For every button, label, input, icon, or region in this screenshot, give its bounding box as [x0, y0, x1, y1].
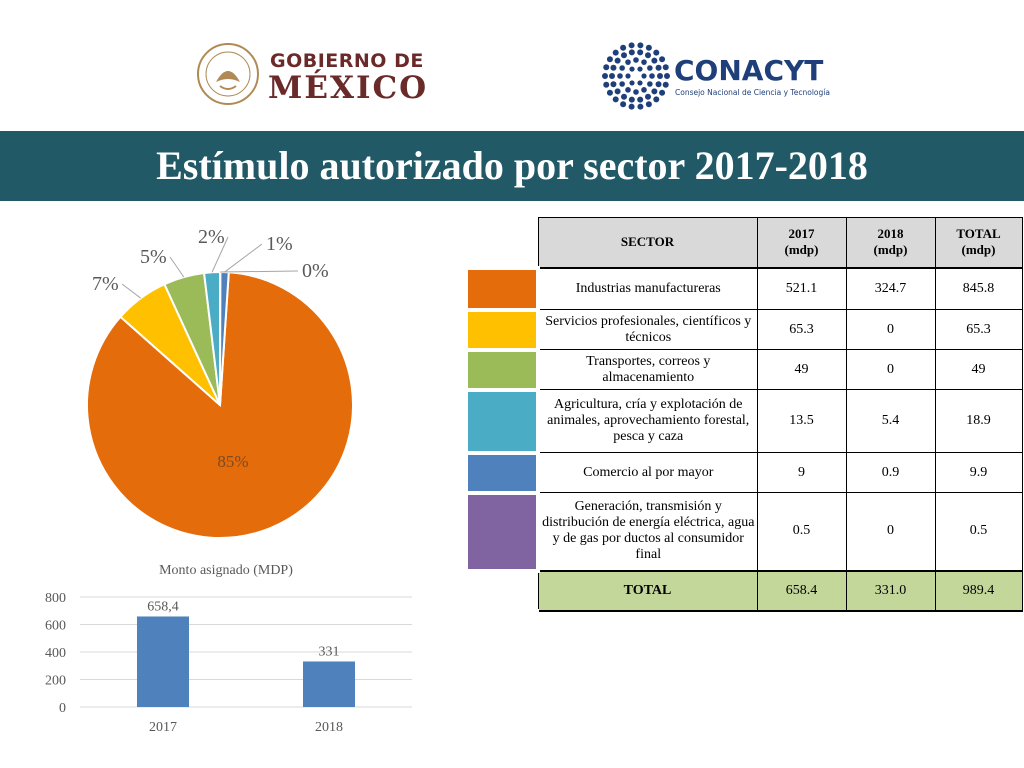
pie-percent-label: 0% — [302, 260, 329, 282]
total-sum-cell: 989.4 — [934, 569, 1023, 612]
y-tick-label: 600 — [45, 619, 66, 634]
header-total-label: TOTAL — [956, 226, 1001, 242]
header-total: TOTAL (mdp) — [934, 217, 1023, 269]
sector-pie-chart: 85% 7% 5% 2% 0% 1% — [86, 226, 354, 539]
sector-cell: Transportes, correos y almacenamiento — [537, 349, 758, 390]
value-2017-cell: 13.5 — [756, 389, 847, 453]
gobierno-mexico-logo: GOBIERNO DE MÉXICO — [196, 40, 426, 110]
value-2018-cell: 0 — [845, 492, 936, 571]
table-row: Transportes, correos y almacenamiento 49 0… — [468, 349, 1023, 392]
table-total-row: TOTAL 658.4 331.0 989.4 — [468, 569, 1023, 613]
bar-chart-title: Monto asignado (MDP) — [159, 563, 293, 578]
sector-cell: Agricultura, cría y explotación de anima… — [537, 389, 758, 453]
header-total-unit: (mdp) — [961, 242, 996, 258]
value-total-cell: 49 — [934, 349, 1023, 390]
value-2017-cell: 65.3 — [756, 309, 847, 350]
header-2017-unit: (mdp) — [784, 242, 819, 258]
y-tick-label: 800 — [45, 591, 66, 606]
bar-data-label: 658,4 — [147, 599, 179, 614]
pie-percent-label: 7% — [92, 273, 119, 295]
total-spacer — [468, 570, 538, 613]
table-row: Comercio al por mayor 9 0.9 9.9 — [468, 452, 1023, 495]
value-total-cell: 0.5 — [934, 492, 1023, 571]
value-total-cell: 18.9 — [934, 389, 1023, 453]
sector-color-swatch — [468, 349, 540, 392]
value-total-cell: 845.8 — [934, 267, 1023, 310]
conacyt-name: CONACYT — [674, 54, 824, 87]
pie-leader-line — [211, 236, 229, 273]
table-row: Generación, transmisión y distribución d… — [468, 492, 1023, 573]
conacyt-subtitle: Consejo Nacional de Ciencia y Tecnología — [675, 88, 830, 97]
table-row: Industrias manufactureras 521.1 324.7 845.8 — [468, 267, 1023, 312]
slide-title: Estímulo autorizado por sector 2017-2018 — [156, 143, 868, 188]
value-2017-cell: 49 — [756, 349, 847, 390]
pie-leader-line — [220, 270, 299, 273]
header-2017-year: 2017 — [788, 226, 815, 242]
header-2018: 2018 (mdp) — [845, 217, 936, 269]
header-2017: 2017 (mdp) — [756, 217, 847, 269]
total-2018-cell: 331.0 — [845, 569, 936, 612]
monto-bar-chart: Monto asignado (MDP) 0 200 400 600 800 658,4 20… — [45, 563, 412, 735]
pie-leader-line — [169, 256, 185, 278]
pie-percent-label: 5% — [140, 246, 167, 268]
sector-table: SECTOR 2017 (mdp) 2018 (mdp) TOTAL (mdp)… — [468, 217, 1023, 613]
pie-leader-line — [121, 283, 142, 299]
gobierno-line1: GOBIERNO DE — [270, 50, 424, 72]
pie-percent-label: 2% — [198, 226, 225, 248]
value-2018-cell: 0 — [845, 309, 936, 350]
table-row: Servicios profesionales, científicos y t… — [468, 309, 1023, 352]
value-2018-cell: 5.4 — [845, 389, 936, 453]
sector-color-swatch — [468, 452, 540, 495]
pie-leader-line — [224, 243, 263, 273]
table-header-row: SECTOR 2017 (mdp) 2018 (mdp) TOTAL (mdp) — [468, 217, 1023, 270]
header-spacer — [468, 217, 538, 270]
value-2018-cell: 0.9 — [845, 452, 936, 493]
title-banner: Estímulo autorizado por sector 2017-2018 — [0, 131, 1024, 201]
sector-color-swatch — [468, 267, 540, 312]
pie-percent-label: 85% — [217, 452, 248, 471]
header-sector-label: SECTOR — [620, 234, 675, 250]
total-label-cell: TOTAL — [537, 569, 758, 612]
header-2018-year: 2018 — [877, 226, 904, 242]
total-2017-cell: 658.4 — [756, 569, 847, 612]
bar — [303, 661, 355, 707]
sector-color-swatch — [468, 389, 540, 455]
sector-cell: Comercio al por mayor — [537, 452, 758, 493]
x-tick-label: 2018 — [315, 720, 343, 735]
value-total-cell: 65.3 — [934, 309, 1023, 350]
sector-cell: Generación, transmisión y distribución d… — [537, 492, 758, 571]
sector-color-swatch — [468, 309, 540, 352]
mexico-emblem-icon — [197, 43, 259, 105]
value-2018-cell: 324.7 — [845, 267, 936, 310]
sector-cell: Servicios profesionales, científicos y t… — [537, 309, 758, 350]
y-tick-label: 200 — [45, 674, 66, 689]
conacyt-dots-icon — [602, 42, 670, 110]
pie-percent-label: 1% — [266, 233, 293, 255]
conacyt-logo: CONACYT Consejo Nacional de Ciencia y Te… — [602, 42, 842, 112]
value-total-cell: 9.9 — [934, 452, 1023, 493]
value-2017-cell: 9 — [756, 452, 847, 493]
table-row: Agricultura, cría y explotación de anima… — [468, 389, 1023, 455]
gobierno-line2: MÉXICO — [268, 70, 429, 106]
header-sector: SECTOR — [537, 217, 758, 269]
value-2018-cell: 0 — [845, 349, 936, 390]
value-2017-cell: 0.5 — [756, 492, 847, 571]
bar-data-label: 331 — [319, 644, 340, 659]
x-tick-label: 2017 — [149, 720, 177, 735]
sector-color-swatch — [468, 492, 540, 573]
value-2017-cell: 521.1 — [756, 267, 847, 310]
y-tick-label: 0 — [59, 701, 66, 716]
sector-cell: Industrias manufactureras — [537, 267, 758, 310]
y-tick-label: 400 — [45, 646, 66, 661]
bar — [137, 616, 189, 707]
header-2018-unit: (mdp) — [873, 242, 908, 258]
